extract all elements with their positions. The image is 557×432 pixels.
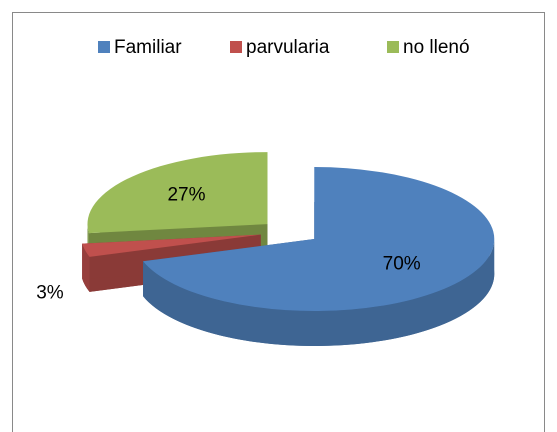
legend-swatch [98, 41, 110, 53]
slice [143, 167, 495, 312]
legend-swatch [387, 41, 399, 53]
slice [87, 152, 268, 234]
slice [82, 234, 261, 257]
legend-label: no llenó [403, 37, 470, 58]
data-label: 27% [167, 185, 205, 206]
data-label: 3% [36, 282, 64, 303]
legend-label: Familiar [114, 37, 182, 58]
slice-wall [143, 239, 495, 347]
legend-swatch [230, 41, 242, 53]
slice-wall [82, 243, 90, 292]
data-label: 70% [383, 253, 421, 274]
legend-label: parvularia [246, 37, 330, 58]
